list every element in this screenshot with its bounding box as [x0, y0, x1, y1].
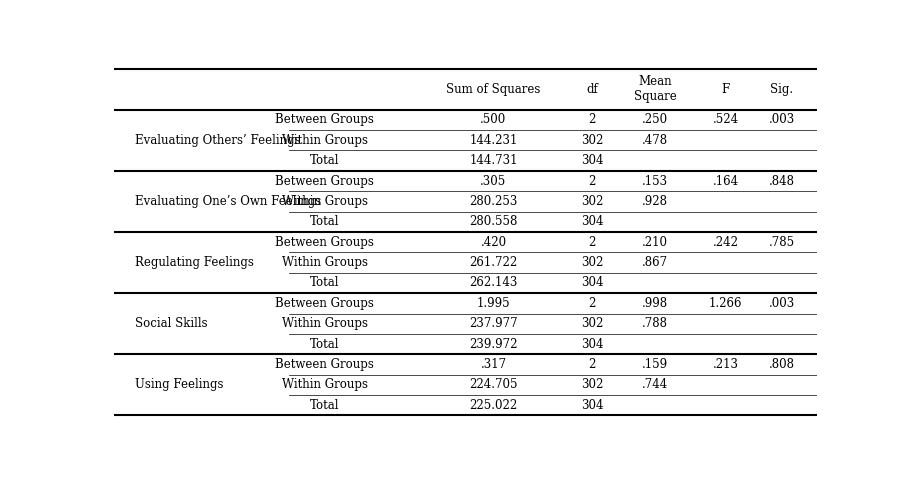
Text: .003: .003	[769, 113, 795, 126]
Text: 2: 2	[588, 174, 596, 187]
Text: 261.722: 261.722	[469, 256, 518, 269]
Text: .500: .500	[480, 113, 507, 126]
Text: .867: .867	[642, 256, 668, 269]
Text: Between Groups: Between Groups	[275, 297, 374, 310]
Text: .317: .317	[480, 358, 507, 371]
Text: .785: .785	[769, 236, 795, 249]
Text: 302: 302	[581, 195, 603, 208]
Text: 262.143: 262.143	[469, 277, 518, 290]
Text: Within Groups: Within Groups	[281, 256, 368, 269]
Text: .788: .788	[642, 317, 668, 330]
Text: Between Groups: Between Groups	[275, 236, 374, 249]
Text: 302: 302	[581, 378, 603, 391]
Text: Between Groups: Between Groups	[275, 358, 374, 371]
Text: .003: .003	[769, 297, 795, 310]
Text: 225.022: 225.022	[469, 399, 518, 412]
Text: .808: .808	[769, 358, 795, 371]
Text: .242: .242	[713, 236, 739, 249]
Text: .928: .928	[642, 195, 668, 208]
Text: Social Skills: Social Skills	[134, 317, 207, 330]
Text: Within Groups: Within Groups	[281, 195, 368, 208]
Text: 304: 304	[581, 399, 603, 412]
Text: Mean
Square: Mean Square	[634, 75, 676, 103]
Text: 302: 302	[581, 256, 603, 269]
Text: .998: .998	[642, 297, 668, 310]
Text: Within Groups: Within Groups	[281, 134, 368, 147]
Text: 2: 2	[588, 297, 596, 310]
Text: 302: 302	[581, 317, 603, 330]
Text: 144.731: 144.731	[469, 154, 518, 167]
Text: 2: 2	[588, 358, 596, 371]
Text: df: df	[587, 83, 597, 96]
Text: 224.705: 224.705	[469, 378, 518, 391]
Text: 1.995: 1.995	[477, 297, 510, 310]
Text: Between Groups: Between Groups	[275, 113, 374, 126]
Text: 237.977: 237.977	[469, 317, 518, 330]
Text: 2: 2	[588, 113, 596, 126]
Text: .744: .744	[642, 378, 668, 391]
Text: Between Groups: Between Groups	[275, 174, 374, 187]
Text: Regulating Feelings: Regulating Feelings	[134, 256, 253, 269]
Text: 144.231: 144.231	[469, 134, 518, 147]
Text: .250: .250	[642, 113, 668, 126]
Text: .210: .210	[642, 236, 668, 249]
Text: 280.558: 280.558	[469, 215, 518, 228]
Text: 304: 304	[581, 337, 603, 350]
Text: 304: 304	[581, 277, 603, 290]
Text: F: F	[722, 83, 730, 96]
Text: Within Groups: Within Groups	[281, 317, 368, 330]
Text: 302: 302	[581, 134, 603, 147]
Text: Total: Total	[310, 337, 340, 350]
Text: 304: 304	[581, 215, 603, 228]
Text: .524: .524	[713, 113, 739, 126]
Text: Total: Total	[310, 215, 340, 228]
Text: .153: .153	[642, 174, 668, 187]
Text: .159: .159	[642, 358, 668, 371]
Text: 239.972: 239.972	[469, 337, 518, 350]
Text: .164: .164	[713, 174, 739, 187]
Text: Within Groups: Within Groups	[281, 378, 368, 391]
Text: Sum of Squares: Sum of Squares	[447, 83, 540, 96]
Text: 304: 304	[581, 154, 603, 167]
Text: Sig.: Sig.	[771, 83, 794, 96]
Text: Total: Total	[310, 277, 340, 290]
Text: 280.253: 280.253	[469, 195, 518, 208]
Text: 1.266: 1.266	[709, 297, 743, 310]
Text: .478: .478	[642, 134, 668, 147]
Text: Total: Total	[310, 399, 340, 412]
Text: Evaluating One’s Own Feelings: Evaluating One’s Own Feelings	[134, 195, 321, 208]
Text: .420: .420	[480, 236, 507, 249]
Text: Evaluating Others’ Feelings: Evaluating Others’ Feelings	[134, 134, 301, 147]
Text: .848: .848	[769, 174, 795, 187]
Text: Using Feelings: Using Feelings	[134, 378, 223, 391]
Text: .213: .213	[713, 358, 739, 371]
Text: Total: Total	[310, 154, 340, 167]
Text: .305: .305	[480, 174, 507, 187]
Text: 2: 2	[588, 236, 596, 249]
